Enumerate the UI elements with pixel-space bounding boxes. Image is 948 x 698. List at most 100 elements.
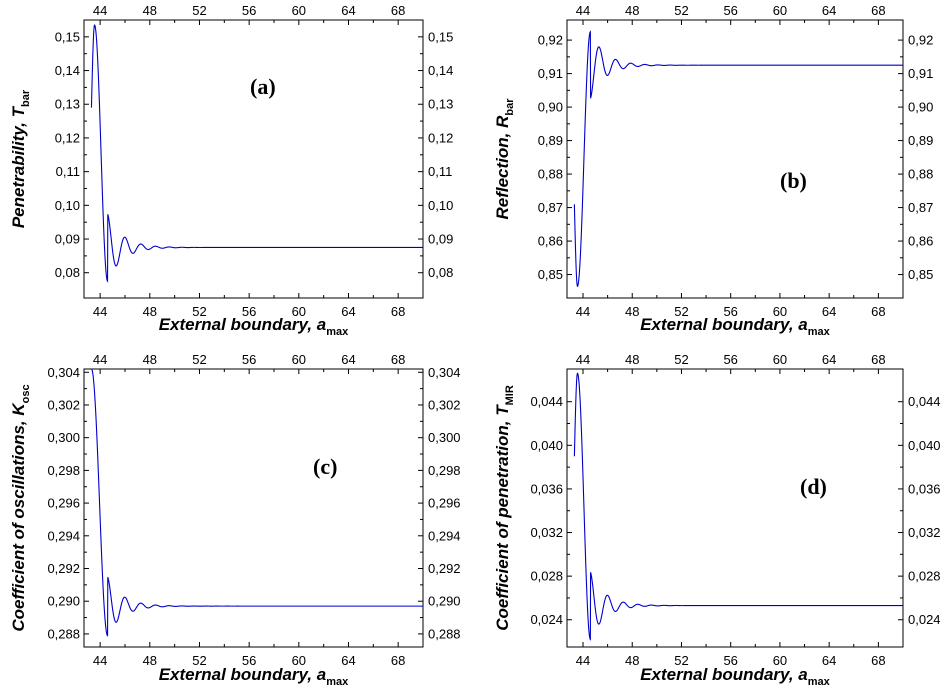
x-tick-label-bottom: 44 — [93, 304, 107, 319]
x-tick-label-bottom: 64 — [822, 653, 836, 668]
y-tick-label-left: 0,11 — [56, 164, 80, 179]
x-tick-label-top: 60 — [773, 3, 787, 18]
y-tick-label-right: 0,044 — [908, 394, 941, 409]
y-tick-label-left: 0,296 — [47, 496, 80, 511]
y-axis-title: Penetrability, Tbar — [9, 89, 32, 228]
y-tick-label-right: 0,288 — [428, 626, 461, 641]
y-tick-label-left: 0,87 — [538, 200, 563, 215]
y-tick-label-right: 0,86 — [908, 234, 933, 249]
y-axis-title-sub: osc — [20, 384, 32, 403]
x-tick-label-bottom: 56 — [242, 304, 256, 319]
y-tick-label-right: 0,92 — [908, 33, 933, 48]
series-line — [573, 372, 903, 641]
x-tick-label-top: 60 — [773, 352, 787, 367]
x-tick-label-bottom: 68 — [391, 653, 405, 668]
x-tick-label-bottom: 44 — [576, 304, 590, 319]
y-tick-label-right: 0,032 — [908, 525, 941, 540]
x-tick-label-bottom: 68 — [871, 304, 885, 319]
x-tick-label-bottom: 56 — [723, 304, 737, 319]
x-axis-title-sub: max — [808, 326, 831, 338]
x-tick-label-top: 60 — [292, 3, 306, 18]
x-tick-label-bottom: 60 — [773, 304, 787, 319]
x-axis-title: External boundary, amax — [159, 315, 349, 338]
y-tick-label-left: 0,14 — [55, 63, 80, 78]
x-tick-label-bottom: 48 — [625, 304, 639, 319]
y-tick-label-right: 0,296 — [428, 496, 461, 511]
plot-frame — [83, 368, 424, 648]
y-axis-title-main: Reflection, R — [493, 115, 512, 220]
x-axis-title: External boundary, amax — [640, 665, 830, 688]
y-tick-label-right: 0,15 — [428, 29, 453, 44]
x-tick-label-bottom: 44 — [93, 653, 107, 668]
x-tick-label-bottom: 52 — [674, 304, 688, 319]
plot-frame — [566, 368, 904, 648]
y-tick-label-right: 0,12 — [428, 130, 453, 145]
x-tick-label-top: 44 — [93, 352, 107, 367]
x-tick-label-top: 44 — [576, 3, 590, 18]
x-tick-label-top: 52 — [192, 352, 206, 367]
chart-panel-3: 44 44 48 48 52 52 56 56 60 60 64 64 68 68 0,024 0,024 0,… — [493, 352, 941, 688]
x-tick-label-bottom: 68 — [391, 304, 405, 319]
x-tick-label-bottom: 56 — [723, 653, 737, 668]
y-axis-title: Coefficient of penetration, TMIR — [493, 385, 516, 631]
x-tick-label-bottom: 52 — [674, 653, 688, 668]
x-tick-label-top: 48 — [625, 3, 639, 18]
y-tick-label-left: 0,304 — [47, 365, 80, 380]
x-axis-title-main: External boundary, a — [159, 315, 327, 334]
y-tick-label-right: 0,302 — [428, 397, 461, 412]
x-tick-label-bottom: 48 — [625, 653, 639, 668]
x-axis-title-main: External boundary, a — [159, 665, 327, 684]
x-tick-label-top: 48 — [143, 3, 157, 18]
y-axis-title-sub: bar — [504, 98, 516, 116]
x-tick-label-bottom: 52 — [192, 653, 206, 668]
x-tick-label-top: 44 — [576, 352, 590, 367]
x-tick-label-top: 64 — [341, 352, 355, 367]
y-tick-label-right: 0,294 — [428, 528, 461, 543]
x-tick-label-top: 48 — [143, 352, 157, 367]
x-tick-label-bottom: 48 — [143, 653, 157, 668]
y-axis-title-main: Coefficient of penetration, T — [493, 404, 512, 631]
panel-label: (b) — [780, 168, 807, 193]
y-tick-label-right: 0,08 — [428, 265, 453, 280]
y-tick-label-right: 0,85 — [908, 267, 933, 282]
y-tick-label-left: 0,300 — [47, 430, 80, 445]
x-tick-label-top: 56 — [723, 3, 737, 18]
x-tick-label-top: 56 — [242, 352, 256, 367]
y-tick-label-left: 0,15 — [55, 29, 80, 44]
x-tick-label-top: 68 — [871, 352, 885, 367]
x-axis-title-sub: max — [326, 676, 349, 688]
x-tick-label-top: 68 — [871, 3, 885, 18]
y-tick-label-right: 0,91 — [908, 66, 933, 81]
x-tick-label-bottom: 64 — [341, 653, 355, 668]
y-tick-label-right: 0,024 — [908, 612, 941, 627]
x-tick-label-bottom: 60 — [773, 653, 787, 668]
y-axis-title-sub: MIR — [504, 385, 516, 405]
y-tick-label-left: 0,044 — [530, 394, 563, 409]
y-tick-label-left: 0,86 — [538, 234, 563, 249]
y-tick-label-right: 0,10 — [428, 198, 453, 213]
panel-label: (c) — [313, 454, 337, 479]
chart-panel-2: 44 44 48 48 52 52 56 56 60 60 64 64 68 68 0,288 0,288 0,… — [9, 352, 461, 688]
y-tick-label-right: 0,040 — [908, 438, 941, 453]
y-tick-label-right: 0,028 — [908, 569, 941, 584]
y-tick-label-left: 0,288 — [47, 626, 80, 641]
y-axis-title-main: Penetrability, T — [9, 105, 28, 228]
y-tick-label-left: 0,292 — [47, 561, 80, 576]
y-tick-label-left: 0,024 — [530, 612, 563, 627]
x-tick-label-bottom: 56 — [242, 653, 256, 668]
x-tick-label-top: 52 — [674, 3, 688, 18]
panel-label: (a) — [250, 74, 276, 99]
panel-label: (d) — [800, 474, 827, 499]
y-tick-label-right: 0,298 — [428, 463, 461, 478]
x-tick-label-bottom: 60 — [292, 304, 306, 319]
y-tick-label-left: 0,90 — [538, 100, 563, 115]
y-tick-label-left: 0,09 — [55, 232, 80, 247]
x-tick-label-top: 56 — [723, 352, 737, 367]
y-tick-label-left: 0,12 — [55, 130, 80, 145]
y-tick-label-right: 0,292 — [428, 561, 461, 576]
x-tick-label-top: 68 — [391, 3, 405, 18]
y-tick-label-right: 0,89 — [908, 133, 933, 148]
y-tick-label-right: 0,300 — [428, 430, 461, 445]
x-tick-label-bottom: 60 — [292, 653, 306, 668]
